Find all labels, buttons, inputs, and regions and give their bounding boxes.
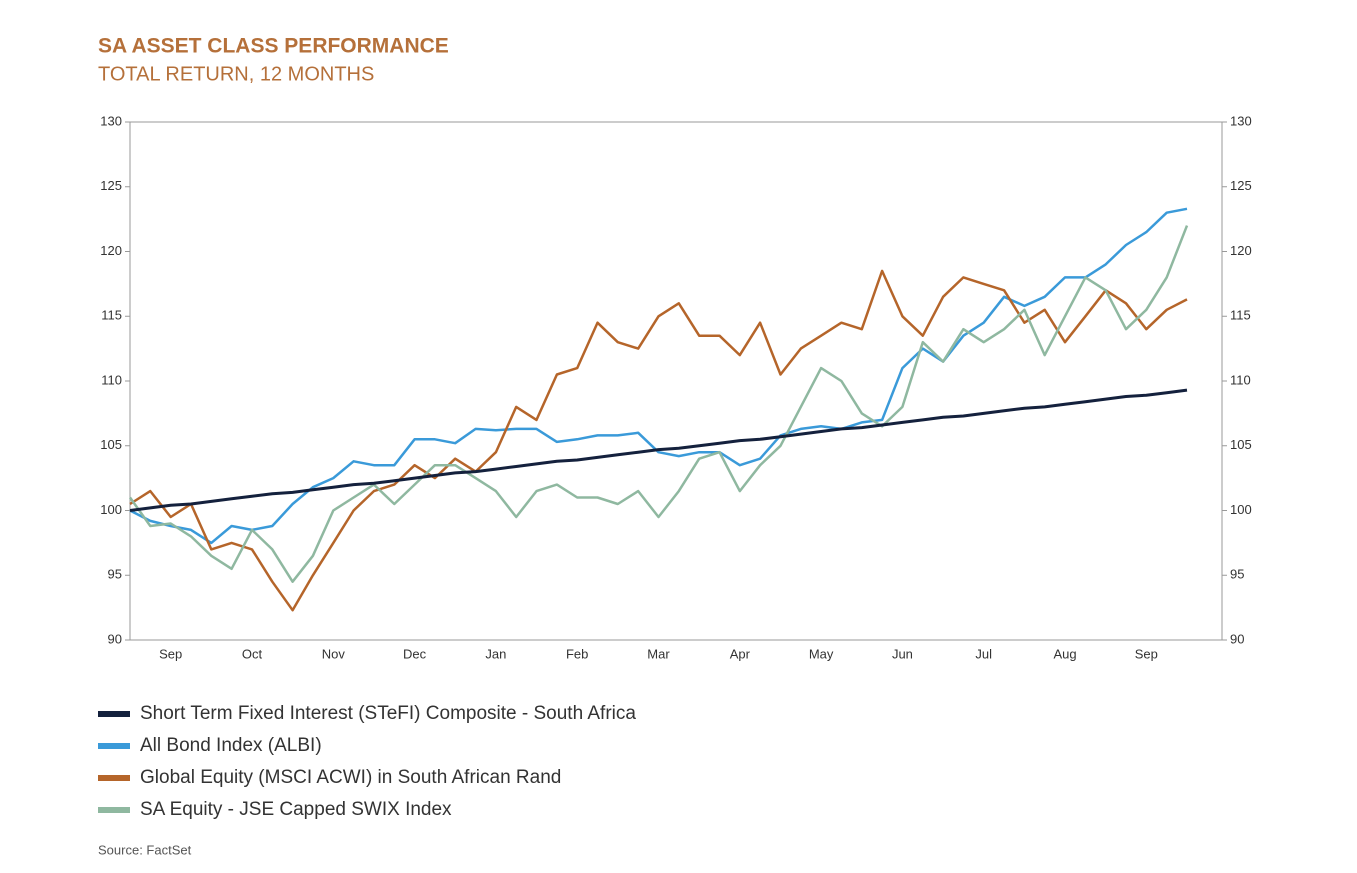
y-tick-label: 95 (108, 567, 122, 582)
y-tick-label: 130 (100, 113, 122, 128)
x-tick-label: Jan (485, 646, 506, 661)
y2-tick-label: 130 (1230, 113, 1252, 128)
y-tick-label: 90 (108, 631, 122, 646)
legend-swatch (98, 743, 130, 749)
y-tick-label: 105 (100, 437, 122, 452)
y2-tick-label: 100 (1230, 502, 1252, 517)
y2-tick-label: 95 (1230, 567, 1244, 582)
x-tick-label: May (809, 646, 834, 661)
y2-tick-label: 125 (1230, 178, 1252, 193)
y2-tick-label: 105 (1230, 437, 1252, 452)
legend-label: Short Term Fixed Interest (STeFI) Compos… (140, 703, 636, 724)
x-tick-label: Aug (1053, 646, 1076, 661)
legend-swatch (98, 807, 130, 813)
y2-tick-label: 120 (1230, 243, 1252, 258)
y-tick-label: 100 (100, 502, 122, 517)
x-tick-label: Feb (566, 646, 588, 661)
y-tick-label: 125 (100, 178, 122, 193)
y2-tick-label: 115 (1230, 308, 1251, 323)
x-tick-label: Mar (647, 646, 670, 661)
x-tick-label: Oct (242, 646, 263, 661)
legend-label: SA Equity - JSE Capped SWIX Index (140, 799, 452, 820)
y2-tick-label: 90 (1230, 631, 1244, 646)
chart-title: SA ASSET CLASS PERFORMANCE (98, 35, 449, 58)
legend-label: All Bond Index (ALBI) (140, 735, 322, 756)
series-line (129, 269, 1188, 612)
series-line (128, 225, 1189, 583)
x-tick-label: Apr (730, 646, 751, 661)
x-tick-label: Nov (322, 646, 346, 661)
x-tick-label: Dec (403, 646, 427, 661)
y2-tick-label: 110 (1230, 372, 1251, 387)
x-tick-label: Sep (159, 646, 182, 661)
legend-swatch (98, 775, 130, 781)
y-tick-label: 110 (101, 372, 122, 387)
x-tick-label: Jul (975, 646, 992, 661)
source-note: Source: FactSet (98, 842, 192, 857)
legend-swatch (98, 711, 130, 717)
series-line (129, 388, 1188, 512)
plot-frame (129, 121, 1223, 641)
y-tick-label: 120 (100, 243, 122, 258)
x-tick-label: Jun (892, 646, 913, 661)
y-tick-label: 115 (101, 308, 122, 323)
x-tick-label: Sep (1135, 646, 1158, 661)
chart-subtitle: TOTAL RETURN, 12 MONTHS (98, 63, 374, 85)
legend-label: Global Equity (MSCI ACWI) in South Afric… (140, 767, 561, 788)
